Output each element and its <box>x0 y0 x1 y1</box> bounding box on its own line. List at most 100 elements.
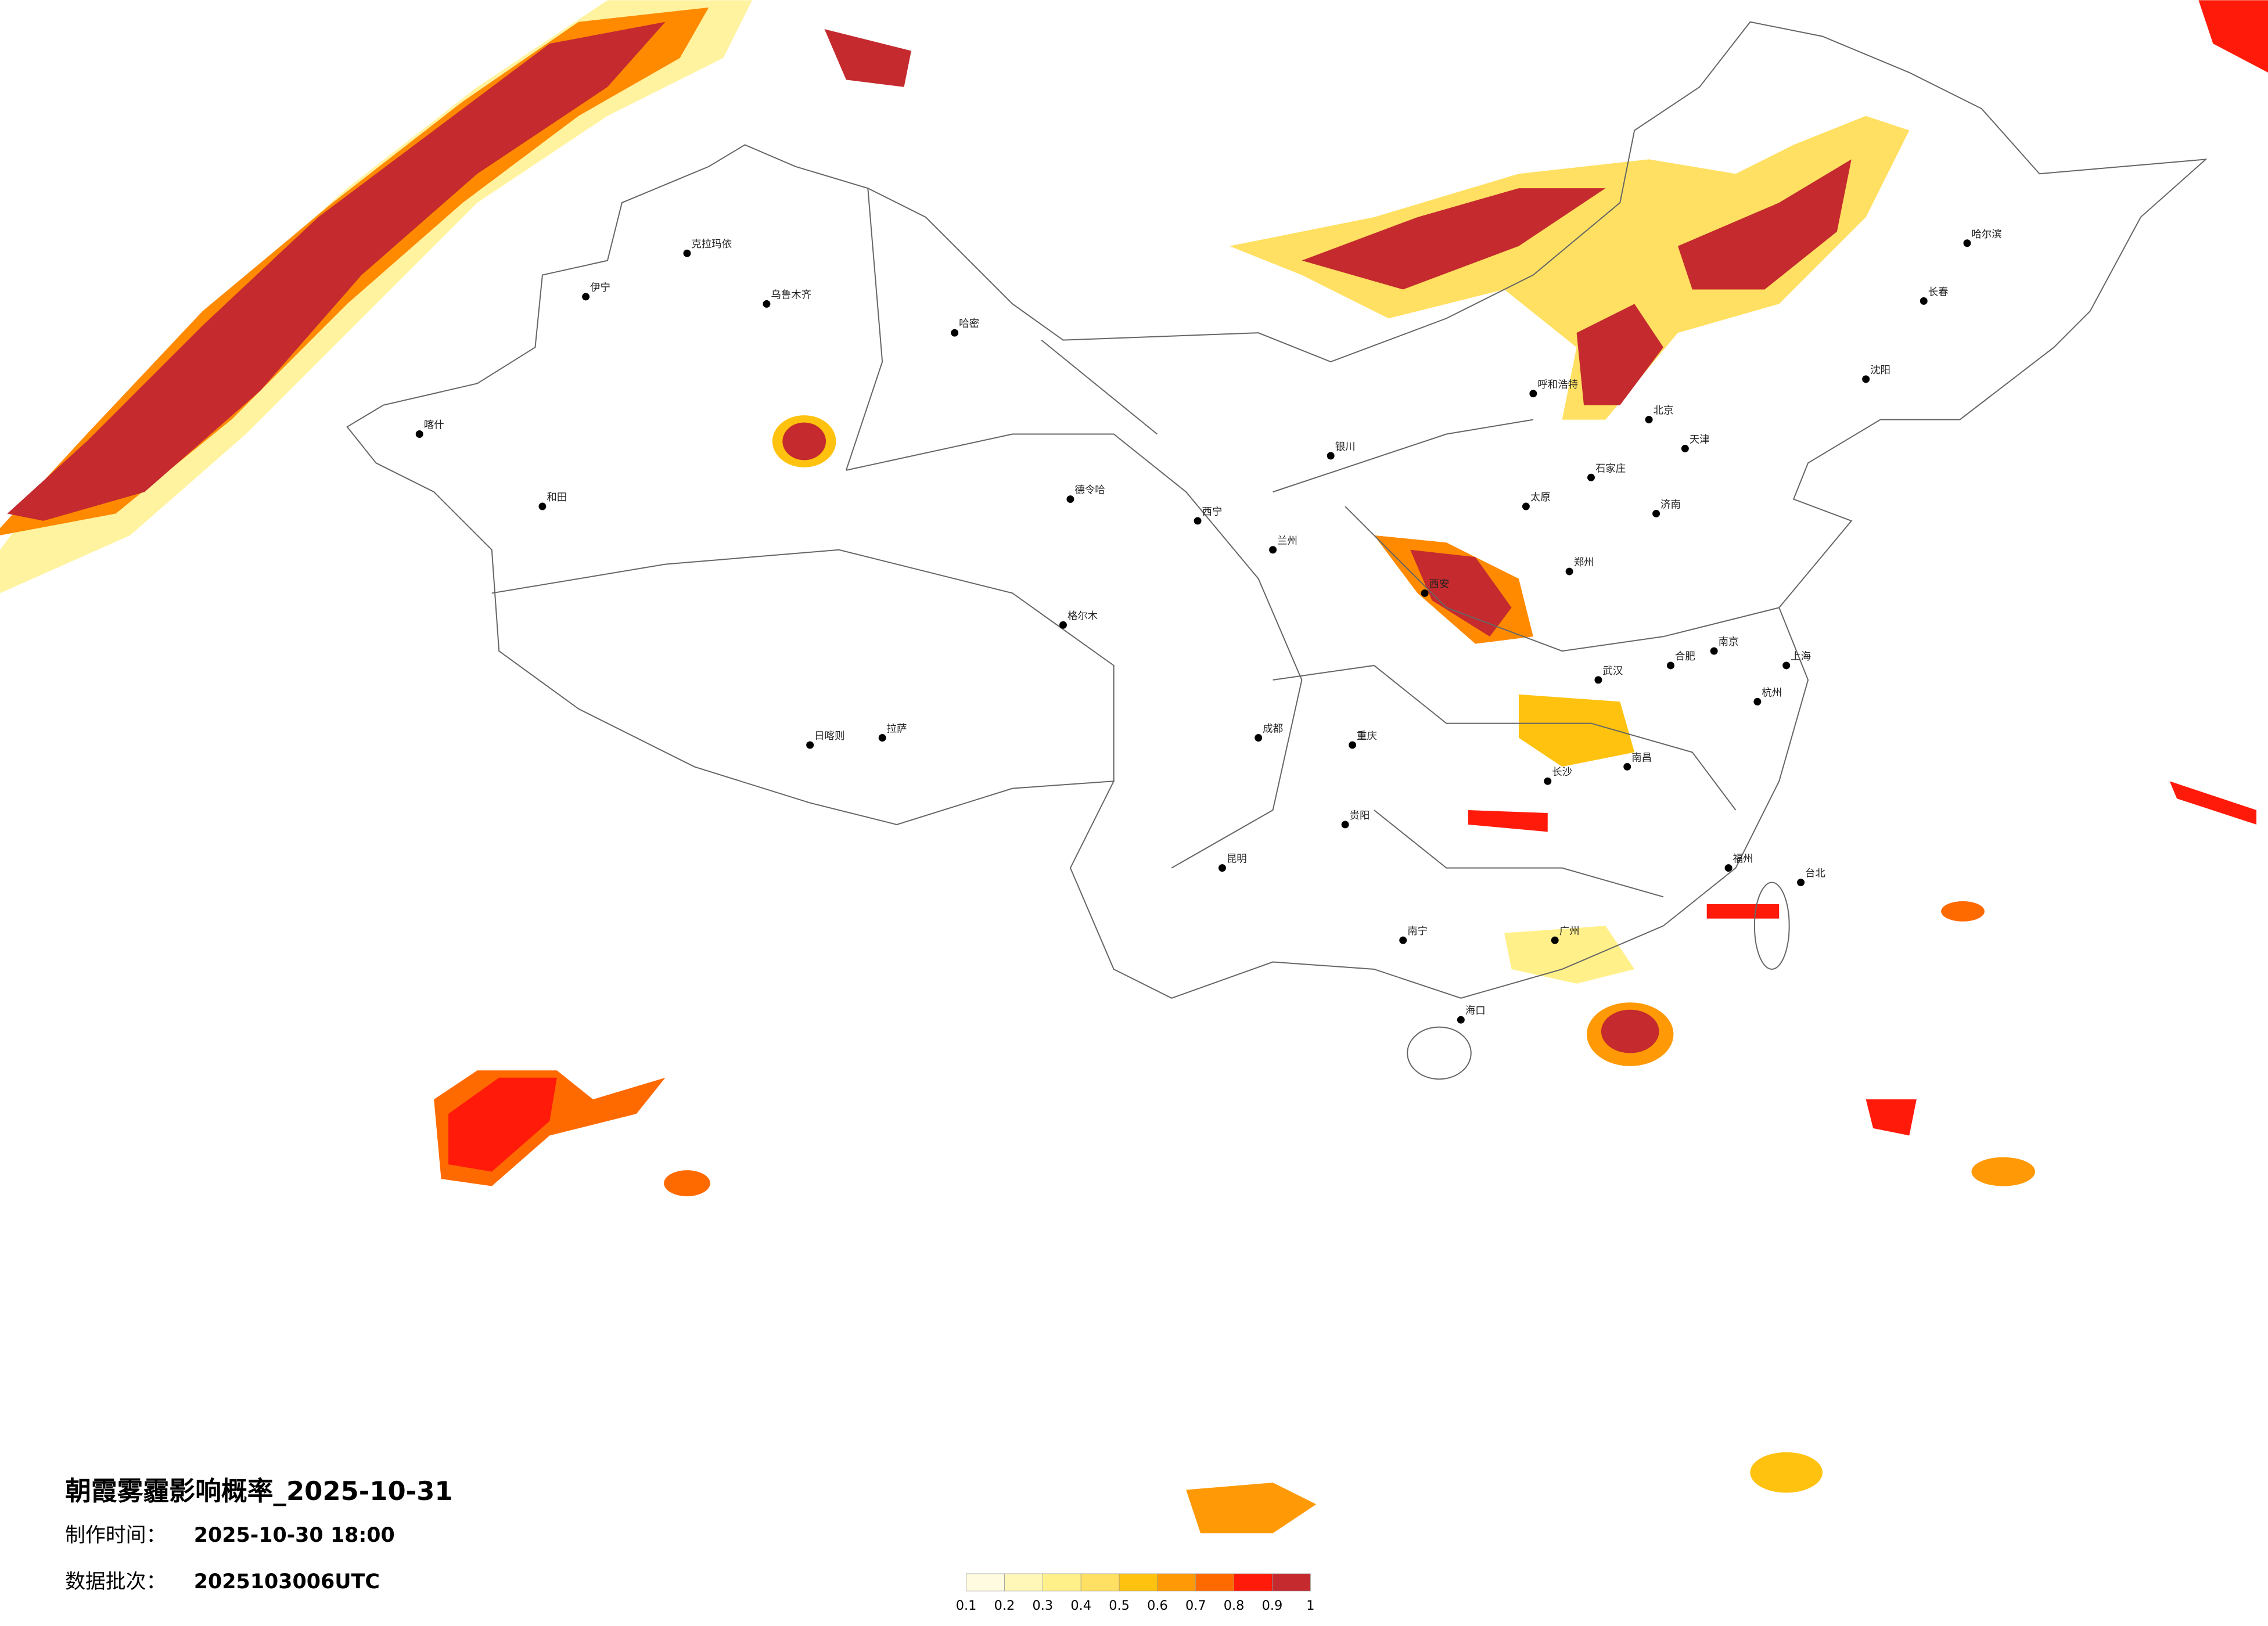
city-dot <box>1327 452 1335 460</box>
city-dot <box>878 734 886 742</box>
city-dot <box>1797 879 1805 887</box>
city-dot <box>1341 821 1349 829</box>
city-label: 哈尔滨 <box>1971 229 2001 240</box>
city-dot <box>1399 936 1407 944</box>
colorbar-tick-label: 0.2 <box>994 1598 1015 1613</box>
colorbar-swatch <box>1004 1573 1043 1592</box>
city-label: 乌鲁木齐 <box>771 289 811 301</box>
city-label: 南京 <box>1719 636 1739 648</box>
city-label: 海口 <box>1465 1005 1486 1017</box>
city-label: 武汉 <box>1602 665 1623 677</box>
city-label: 格尔木 <box>1067 610 1098 622</box>
city-label: 济南 <box>1660 499 1681 511</box>
colorbar-tick-label: 0.6 <box>1147 1598 1168 1613</box>
city-dot <box>1059 621 1067 629</box>
city-dot <box>1551 936 1559 944</box>
city-label: 德令哈 <box>1074 485 1105 497</box>
city-label: 伊宁 <box>590 282 610 294</box>
colorbar-tick-label: 0.9 <box>1262 1598 1283 1613</box>
city-label: 北京 <box>1654 405 1674 417</box>
city-dot <box>1349 741 1357 749</box>
city-dot <box>683 249 691 257</box>
city-dot <box>1529 390 1537 398</box>
colorbar-tick-label: 0.8 <box>1224 1598 1245 1613</box>
city-dot <box>538 502 547 510</box>
colorbar-tick-label: 1 <box>1306 1598 1314 1613</box>
city-dot <box>1710 647 1718 655</box>
city-dot <box>1920 297 1928 305</box>
city-dot <box>1594 676 1602 684</box>
city-dot <box>1782 661 1791 670</box>
city-label: 广州 <box>1559 926 1580 937</box>
city-label: 成都 <box>1263 724 1283 735</box>
boundaries <box>346 21 2208 1080</box>
city-label: 呼和浩特 <box>1537 379 1578 391</box>
city-dot <box>1066 495 1074 503</box>
city-dot <box>582 293 590 301</box>
city-dot <box>1269 546 1277 554</box>
city-label: 日喀则 <box>814 731 844 742</box>
city-label: 拉萨 <box>887 724 907 735</box>
meta-value: 2025103006UTC <box>194 1570 380 1593</box>
city-dot <box>1194 517 1202 525</box>
meta-value: 2025-10-30 18:00 <box>194 1524 395 1547</box>
city-label: 长春 <box>1928 286 1949 298</box>
meta-label: 数据批次： <box>65 1570 166 1593</box>
city-dot <box>1255 734 1263 742</box>
meta-label: 制作时间： <box>65 1524 166 1547</box>
probability-field <box>0 0 2268 1534</box>
city-label: 和田 <box>547 492 567 503</box>
city-label: 杭州 <box>1762 687 1782 699</box>
city-label: 贵阳 <box>1350 810 1370 822</box>
city-dot <box>1218 864 1226 872</box>
city-label: 台北 <box>1805 868 1825 880</box>
colorbar-swatch <box>1234 1573 1273 1592</box>
city-label: 喀什 <box>424 420 444 431</box>
colorbar-swatch <box>1157 1573 1196 1592</box>
city-dot <box>1587 473 1595 481</box>
city-dot <box>1623 762 1631 771</box>
city-dot <box>1963 239 1971 247</box>
city-label: 合肥 <box>1675 651 1695 663</box>
city-dot <box>1544 777 1552 785</box>
city-label: 太原 <box>1530 492 1551 503</box>
city-label: 福州 <box>1733 854 1753 865</box>
map-title: 朝霞雾霾影响概率_2025-10-31 <box>65 1476 453 1506</box>
colorbar-tick-label: 0.4 <box>1070 1598 1091 1613</box>
city-dot <box>1652 510 1660 517</box>
colorbar-swatch <box>1272 1573 1311 1592</box>
city-label: 上海 <box>1791 651 1811 663</box>
city-label: 长沙 <box>1552 767 1572 778</box>
city-dot <box>1457 1016 1465 1024</box>
city-label: 沈阳 <box>1870 365 1890 376</box>
colorbar-tick-label: 0.7 <box>1185 1598 1206 1613</box>
city-label: 南宁 <box>1407 926 1428 937</box>
city-label: 重庆 <box>1357 731 1377 742</box>
city-label: 西宁 <box>1202 506 1223 518</box>
city-dot <box>415 430 423 438</box>
city-dot <box>1724 864 1733 872</box>
colorbar-tick-label: 0.3 <box>1033 1598 1054 1613</box>
city-label: 克拉玛依 <box>691 239 732 250</box>
city-label: 天津 <box>1690 434 1710 445</box>
city-dot <box>1522 502 1530 510</box>
colorbar-tick-label: 0.5 <box>1109 1598 1130 1613</box>
city-dot <box>1565 567 1573 575</box>
city-label: 石家庄 <box>1595 463 1626 474</box>
city-label: 西安 <box>1429 578 1450 590</box>
colorbar-swatch <box>1080 1573 1120 1592</box>
city-dot <box>1753 697 1762 706</box>
colorbar-tick-label: 0.1 <box>956 1598 977 1613</box>
city-dot <box>806 741 814 749</box>
colorbar-swatch <box>1195 1573 1234 1592</box>
colorbar-swatch <box>966 1573 1005 1592</box>
city-dot <box>1421 589 1429 597</box>
city-dot <box>1681 444 1689 452</box>
city-dot <box>1666 661 1674 670</box>
city-label: 兰州 <box>1277 535 1297 547</box>
city-label: 哈密 <box>959 318 979 330</box>
city-dot <box>1862 375 1870 383</box>
colorbar-swatch <box>1042 1573 1081 1592</box>
colorbar-swatch <box>1119 1573 1158 1592</box>
